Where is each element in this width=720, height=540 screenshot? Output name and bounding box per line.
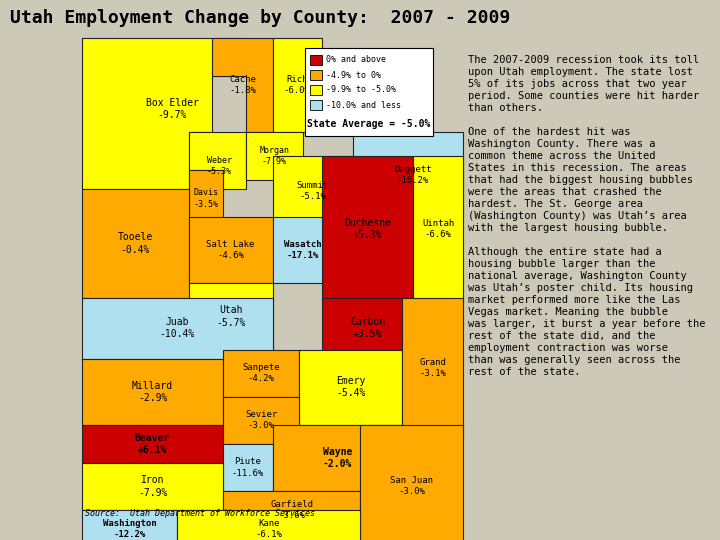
Polygon shape [300, 349, 402, 425]
Text: Kane
-6.1%: Kane -6.1% [256, 519, 282, 539]
Text: -9.9% to -5.0%: -9.9% to -5.0% [326, 85, 396, 94]
Text: were the areas that crashed the: were the areas that crashed the [468, 187, 662, 197]
Text: hardest. The St. George area: hardest. The St. George area [468, 199, 643, 209]
Text: Daggett
-16.2%: Daggett -16.2% [394, 165, 431, 185]
Text: Utah Employment Change by County:  2007 - 2009: Utah Employment Change by County: 2007 -… [10, 9, 510, 27]
Polygon shape [272, 156, 353, 227]
Polygon shape [413, 156, 463, 302]
Text: Box Elder
-9.7%: Box Elder -9.7% [145, 98, 199, 120]
Text: rest of the state did, and the: rest of the state did, and the [468, 331, 655, 341]
Text: Piute
-11.6%: Piute -11.6% [232, 457, 264, 477]
Polygon shape [82, 359, 223, 425]
Polygon shape [212, 38, 272, 132]
Text: was Utah’s poster child. Its housing: was Utah’s poster child. Its housing [468, 283, 693, 293]
Text: Rich
-6.0%: Rich -6.0% [284, 75, 311, 95]
Text: Sevier
-3.0%: Sevier -3.0% [245, 410, 277, 430]
Text: Tooele
-0.4%: Tooele -0.4% [117, 232, 153, 254]
Polygon shape [272, 218, 333, 284]
Polygon shape [177, 510, 360, 540]
Text: Vegas market. Meaning the bubble: Vegas market. Meaning the bubble [468, 307, 668, 317]
Polygon shape [223, 397, 300, 444]
Text: 5% of its jobs across that two year: 5% of its jobs across that two year [468, 79, 687, 89]
Text: Wayne
-2.0%: Wayne -2.0% [323, 447, 352, 469]
Text: market performed more like the Las: market performed more like the Las [468, 295, 680, 305]
Polygon shape [223, 444, 272, 491]
Bar [310, 55, 322, 65]
Polygon shape [82, 189, 189, 298]
Text: housing bubble larger than the: housing bubble larger than the [468, 259, 655, 269]
Text: Iron
-7.9%: Iron -7.9% [138, 475, 167, 497]
Text: Uintah
-6.6%: Uintah -6.6% [422, 219, 454, 239]
Text: period. Some counties were hit harder: period. Some counties were hit harder [468, 91, 699, 101]
Text: than others.: than others. [468, 103, 543, 113]
Bar [305, 48, 433, 136]
Text: Garfield
-3.6%: Garfield -3.6% [270, 500, 313, 520]
Text: Summit
-5.1%: Summit -5.1% [297, 181, 328, 201]
Bar [310, 100, 322, 110]
Text: Carbon
+3.5%: Carbon +3.5% [350, 317, 385, 340]
Text: 0% and above: 0% and above [326, 56, 386, 64]
Text: One of the hardest hit was: One of the hardest hit was [468, 127, 631, 137]
Text: Salt Lake
-4.6%: Salt Lake -4.6% [207, 240, 255, 260]
Text: The 2007-2009 recession took its toll: The 2007-2009 recession took its toll [468, 55, 699, 65]
Text: Cache
-1.8%: Cache -1.8% [230, 75, 257, 95]
Text: State Average = -5.0%: State Average = -5.0% [307, 119, 431, 129]
Polygon shape [322, 298, 413, 359]
Text: common theme across the United: common theme across the United [468, 151, 655, 161]
Bar [310, 85, 322, 95]
Polygon shape [82, 425, 223, 463]
Text: upon Utah employment. The state lost: upon Utah employment. The state lost [468, 67, 693, 77]
Text: Millard
-2.9%: Millard -2.9% [132, 381, 173, 403]
Polygon shape [189, 284, 272, 349]
Text: Morgan
-7.9%: Morgan -7.9% [259, 146, 289, 166]
Polygon shape [82, 38, 246, 189]
Polygon shape [223, 491, 360, 529]
Polygon shape [189, 170, 223, 227]
Polygon shape [272, 425, 402, 491]
Polygon shape [402, 298, 463, 439]
Text: Washington
-12.2%: Washington -12.2% [103, 519, 156, 539]
Text: Utah
-5.7%: Utah -5.7% [216, 305, 246, 328]
Polygon shape [189, 132, 246, 189]
Text: Although the entire state had a: Although the entire state had a [468, 247, 662, 257]
Polygon shape [82, 510, 177, 540]
Text: Sanpete
-4.2%: Sanpete -4.2% [242, 363, 280, 383]
Text: Beaver
+6.1%: Beaver +6.1% [135, 433, 170, 455]
Polygon shape [353, 132, 463, 218]
Polygon shape [272, 38, 322, 132]
Polygon shape [360, 425, 463, 540]
Text: than was generally seen across the: than was generally seen across the [468, 355, 680, 365]
Text: (Washington County) was Utah’s area: (Washington County) was Utah’s area [468, 211, 687, 221]
Text: Weber
-5.3%: Weber -5.3% [207, 156, 232, 176]
Text: employment contraction was worse: employment contraction was worse [468, 343, 668, 353]
Text: Wasatch
-17.1%: Wasatch -17.1% [284, 240, 322, 260]
Polygon shape [322, 156, 413, 302]
Text: -10.0% and less: -10.0% and less [326, 100, 401, 110]
Text: Davis
-3.5%: Davis -3.5% [194, 188, 218, 208]
Text: national average, Washington County: national average, Washington County [468, 271, 687, 281]
Polygon shape [82, 298, 272, 359]
Text: Emery
-5.4%: Emery -5.4% [336, 376, 365, 399]
Bar [310, 70, 322, 80]
Text: Juab
-10.4%: Juab -10.4% [160, 317, 195, 340]
Text: States in this recession. The areas: States in this recession. The areas [468, 163, 687, 173]
Text: Grand
-3.1%: Grand -3.1% [419, 359, 446, 379]
Text: -4.9% to 0%: -4.9% to 0% [326, 71, 381, 79]
Text: with the largest housing bubble.: with the largest housing bubble. [468, 223, 668, 233]
Polygon shape [189, 218, 272, 284]
Text: San Juan
-3.0%: San Juan -3.0% [390, 476, 433, 496]
Polygon shape [223, 349, 300, 397]
Text: that had the biggest housing bubbles: that had the biggest housing bubbles [468, 175, 693, 185]
Polygon shape [82, 463, 223, 510]
Polygon shape [246, 132, 303, 180]
Text: Source:  Utah Department of Workforce Services: Source: Utah Department of Workforce Ser… [85, 509, 315, 518]
Text: Duchesne
+5.3%: Duchesne +5.3% [344, 218, 391, 240]
Text: was larger, it burst a year before the: was larger, it burst a year before the [468, 319, 706, 329]
Text: rest of the state.: rest of the state. [468, 367, 580, 377]
Text: Washington County. There was a: Washington County. There was a [468, 139, 655, 149]
